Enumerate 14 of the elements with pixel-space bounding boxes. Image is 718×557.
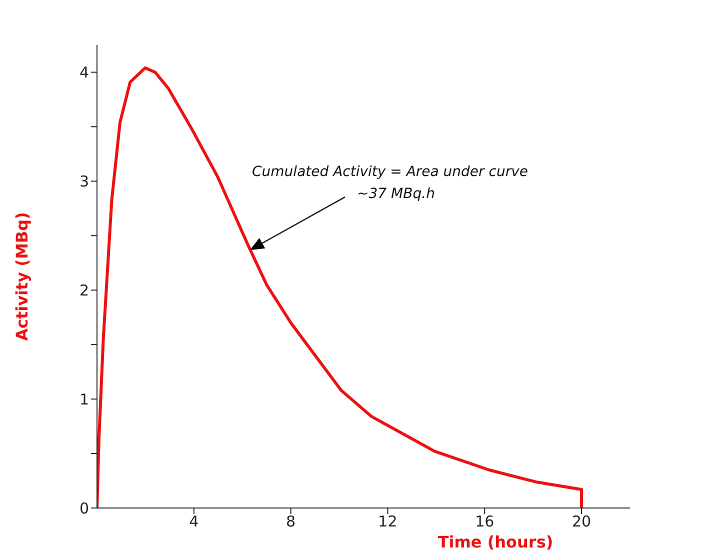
x-axis-title: Time (hours) — [438, 532, 554, 552]
y-tick-label: 3 — [79, 172, 89, 190]
y-axis-title: Activity (MBq) — [12, 212, 32, 341]
x-tick-label: 20 — [572, 512, 592, 531]
x-tick-label: 12 — [378, 512, 398, 531]
y-tick-label: 0 — [79, 499, 89, 518]
y-tick-label: 4 — [79, 64, 89, 82]
x-tick-label: 4 — [189, 512, 199, 531]
annotation: Cumulated Activity = Area under curve ~37 MBq.h — [252, 164, 528, 202]
x-tick-label: 16 — [475, 512, 494, 531]
line-series — [97, 66, 584, 508]
y-tick-label: 2 — [79, 281, 89, 300]
x-tick-label: 8 — [286, 512, 296, 531]
y-tick-label: 1 — [79, 390, 89, 408]
